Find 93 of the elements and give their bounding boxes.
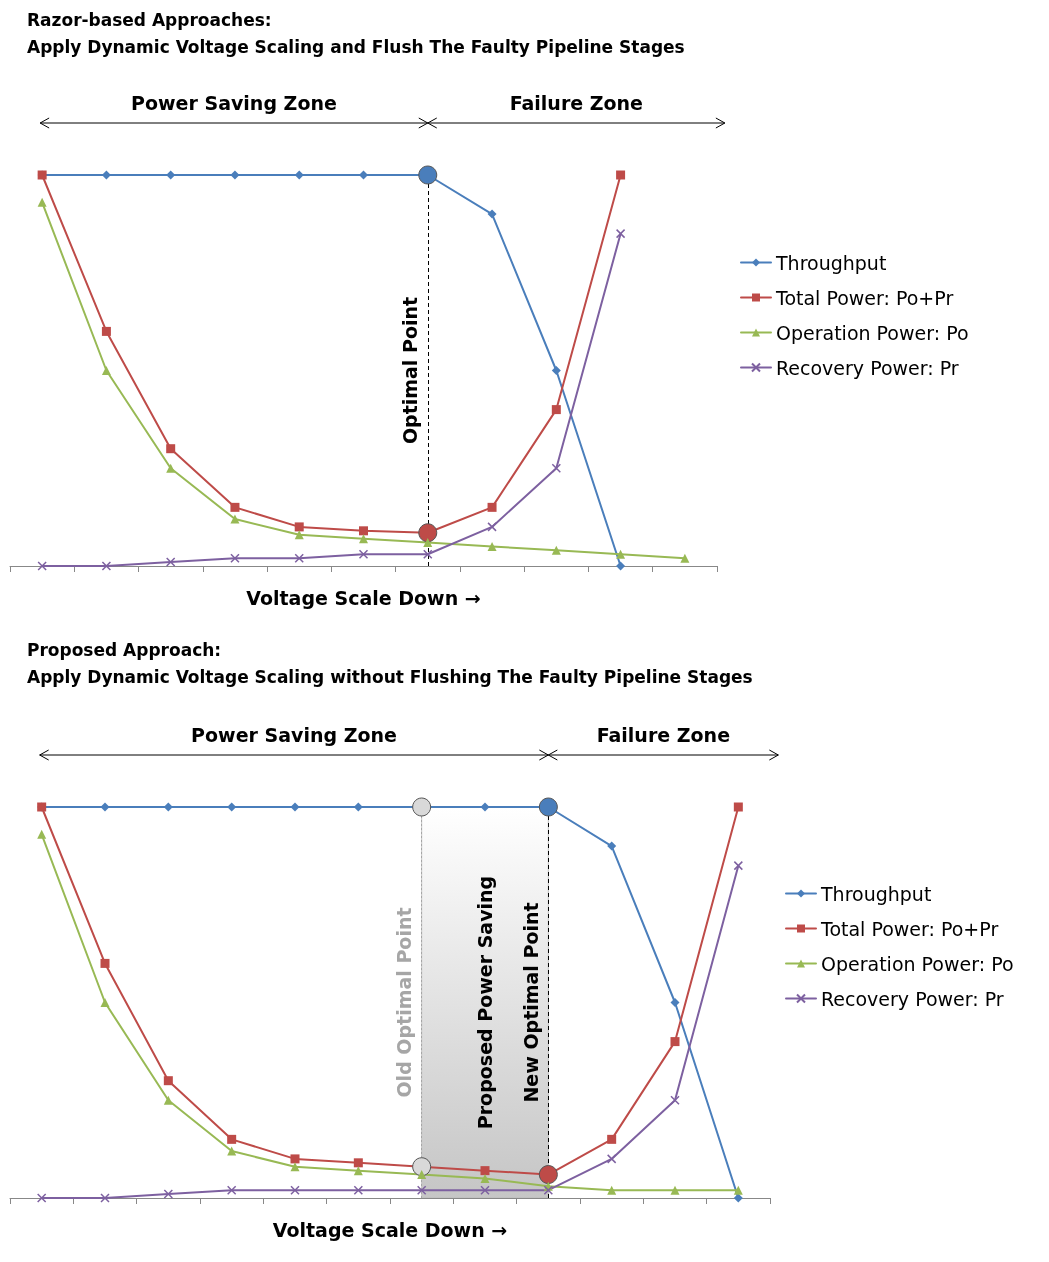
- point: [733, 802, 743, 812]
- point: [615, 228, 626, 239]
- point: [166, 463, 176, 473]
- point: [551, 366, 561, 375]
- point: [480, 1185, 490, 1195]
- chart-title: Razor-based Approaches:: [27, 9, 272, 30]
- point: [290, 1154, 300, 1164]
- point: [227, 1146, 237, 1156]
- legend-label: Throughput: [820, 882, 932, 905]
- text: Failure Zone: [509, 91, 643, 114]
- point: [294, 522, 304, 532]
- point: [163, 1095, 173, 1105]
- point: [100, 998, 110, 1007]
- annotation: Proposed Power Saving: [474, 875, 496, 1130]
- chart-subtitle: Apply Dynamic Voltage Scaling and Flush The Faulty Pipeline Stages: [27, 36, 685, 57]
- point: [670, 998, 680, 1007]
- chart-title: Proposed Approach:: [27, 639, 222, 660]
- point: [36, 1193, 47, 1203]
- point: [551, 463, 562, 473]
- point: [101, 561, 112, 571]
- point: [359, 170, 368, 180]
- annotation: New Optimal Point: [519, 902, 542, 1103]
- point: [359, 534, 368, 544]
- point: [733, 860, 744, 871]
- text: Power Saving Zone: [131, 91, 337, 114]
- point: [230, 553, 240, 563]
- point: [670, 1037, 680, 1047]
- legend-label: Throughput: [775, 251, 887, 274]
- point: [606, 1154, 617, 1164]
- legend-label: Total Power: Po+Pr: [775, 286, 954, 309]
- point: [37, 197, 47, 207]
- point: [607, 1185, 617, 1195]
- point: [230, 514, 240, 524]
- point: [480, 802, 490, 812]
- point: [165, 557, 176, 567]
- point: [480, 1173, 490, 1183]
- point: [226, 1185, 237, 1195]
- point: [294, 553, 304, 563]
- point: [487, 541, 497, 551]
- point: [163, 1189, 174, 1199]
- point: [290, 1162, 300, 1172]
- point: [100, 802, 110, 812]
- point: [733, 1185, 743, 1195]
- point: [487, 522, 497, 532]
- point: [487, 209, 497, 219]
- point: [417, 1170, 427, 1180]
- point: [680, 553, 690, 563]
- legend-label: Operation Power: Po: [776, 321, 969, 344]
- legend-label: Recovery Power: Pr: [821, 987, 1004, 1010]
- legend-label: Total Power: Po+Pr: [820, 917, 999, 940]
- point: [551, 405, 561, 415]
- point: [616, 549, 626, 559]
- point: [227, 1134, 237, 1144]
- point: [733, 1193, 743, 1203]
- point: [616, 170, 626, 180]
- legend-label: Recovery Power: Pr: [776, 356, 959, 379]
- point: [670, 1095, 680, 1105]
- point: [480, 1166, 490, 1176]
- text: Power Saving Zone: [191, 723, 397, 746]
- point: [230, 170, 240, 180]
- point: [607, 1134, 617, 1144]
- annotation: Optimal Point: [399, 296, 422, 445]
- text: Failure Zone: [596, 723, 731, 746]
- point: [353, 1166, 363, 1176]
- point: [607, 841, 617, 851]
- legend-label: Operation Power: Po: [821, 952, 1014, 975]
- x-axis-title: Voltage Scale Down →: [246, 586, 481, 609]
- point: [670, 1185, 680, 1195]
- point: [100, 1193, 110, 1203]
- point: [358, 549, 369, 560]
- point: [163, 1076, 173, 1086]
- point: [37, 829, 47, 839]
- point: [423, 549, 433, 560]
- point: [101, 366, 111, 375]
- point: [101, 326, 111, 336]
- point: [37, 561, 47, 571]
- point: [551, 545, 561, 555]
- point: [100, 958, 110, 968]
- x-axis-title: Voltage Scale Down →: [272, 1218, 508, 1241]
- point: [353, 1185, 364, 1195]
- point: [487, 502, 497, 512]
- point: [616, 561, 626, 571]
- point: [290, 1185, 300, 1195]
- point: [359, 526, 368, 536]
- point: [416, 1185, 427, 1195]
- chart-subtitle: Apply Dynamic Voltage Scaling without Flushing The Faulty Pipeline Stages: [27, 666, 753, 687]
- annotation: Old Optimal Point: [393, 907, 416, 1098]
- point: [166, 444, 176, 454]
- point: [543, 1185, 554, 1195]
- point: [353, 1158, 363, 1168]
- point: [230, 502, 240, 512]
- point: [290, 802, 300, 812]
- point: [423, 538, 433, 548]
